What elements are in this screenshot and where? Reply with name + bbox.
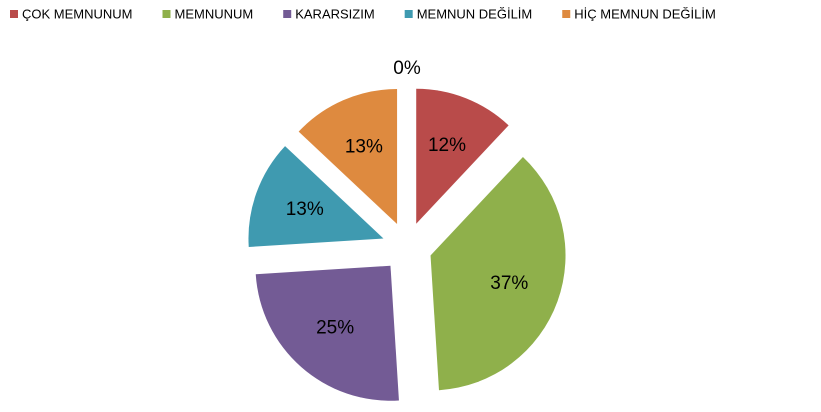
legend-swatch: [283, 10, 292, 18]
pie-slice: [298, 89, 398, 225]
legend-label: MEMNUN DEĞİLİM: [417, 6, 533, 21]
legend-swatch: [404, 10, 413, 18]
legend-label: KARARSIZIM: [295, 6, 374, 21]
legend-label: ÇOK MEMNUNUM: [22, 6, 133, 21]
data-label: 13%: [345, 136, 383, 157]
data-label: 0%: [393, 58, 421, 79]
data-label: 13%: [286, 199, 324, 220]
pie-slice: [416, 88, 509, 224]
data-label: 12%: [428, 135, 466, 156]
pie-slice: [255, 265, 399, 401]
pie-slice: [430, 157, 566, 391]
data-label: 25%: [316, 318, 354, 339]
legend-swatch: [10, 10, 18, 18]
legend-label: MEMNUNUM: [175, 6, 254, 21]
legend-label: HİÇ MEMNUN DEĞİLİM: [574, 6, 716, 21]
pie-slice: [248, 146, 384, 248]
data-label: 37%: [490, 273, 528, 294]
legend-swatch: [162, 10, 171, 18]
legend-swatch: [562, 10, 571, 18]
